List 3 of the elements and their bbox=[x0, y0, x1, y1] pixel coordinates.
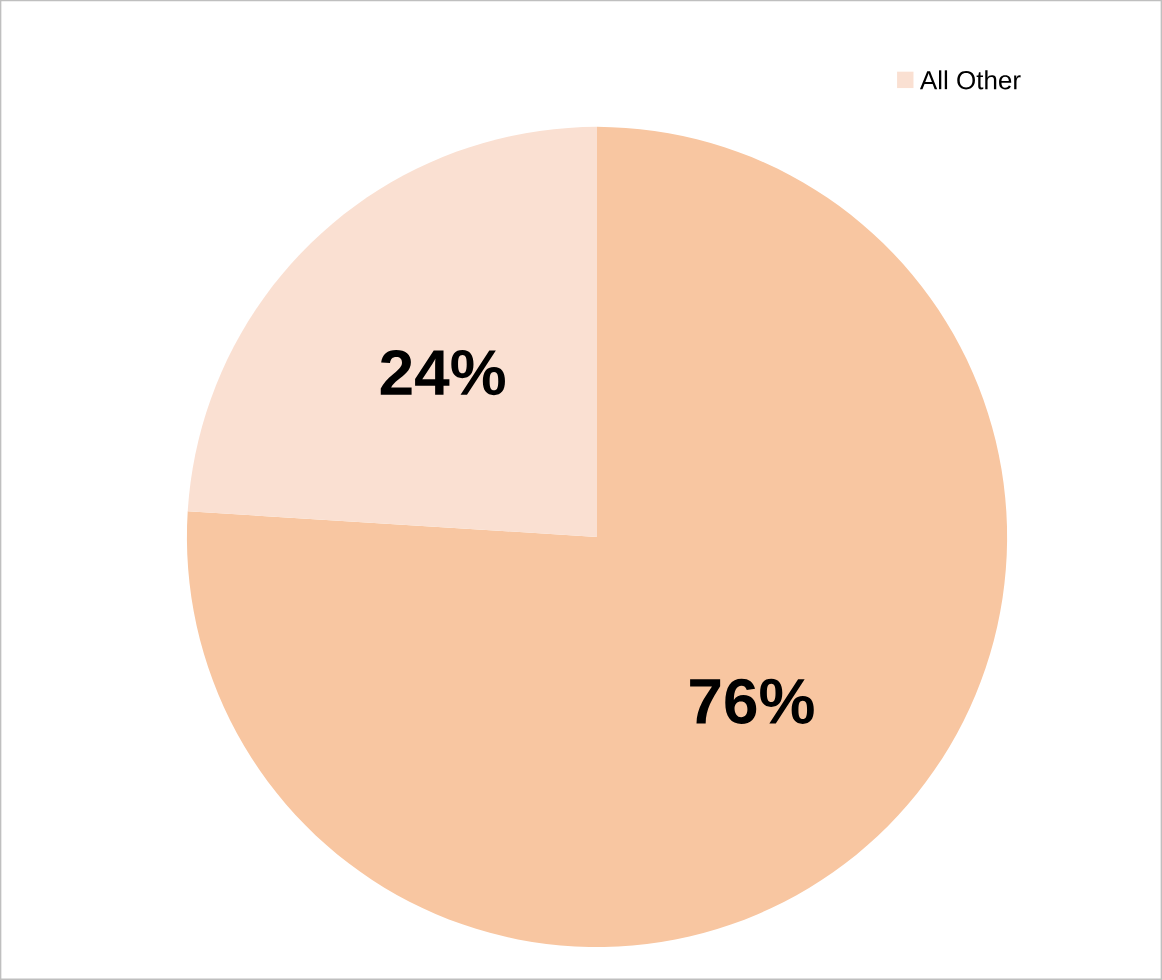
data-label: 76% bbox=[690, 678, 814, 725]
data-label: 24% bbox=[380, 350, 505, 396]
legend-label: All Other bbox=[919, 70, 1021, 90]
